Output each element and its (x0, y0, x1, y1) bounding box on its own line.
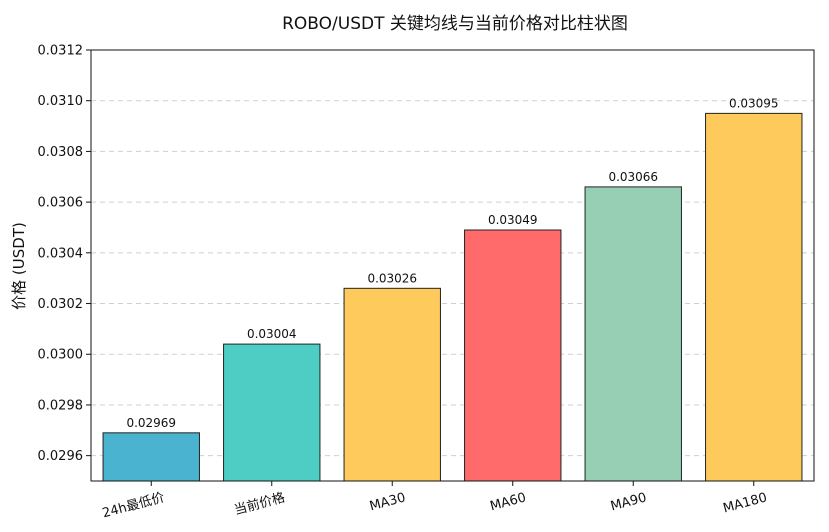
y-tick-label: 0.0298 (38, 398, 84, 413)
x-tick-label: 24h最低价 (101, 490, 167, 521)
y-tick-label: 0.0302 (38, 297, 84, 312)
bar-value-label: 0.03049 (488, 213, 538, 227)
plot-frame (90, 49, 815, 482)
y-tick-label: 0.0306 (38, 196, 84, 211)
y-tick-label: 0.0300 (38, 348, 84, 363)
y-tick-label: 0.0312 (38, 44, 84, 59)
x-axis: 24h最低价 当前价格 MA30 MA60 MA90 MA180 (101, 481, 769, 521)
chart-title: ROBO/USDT 关键均线与当前价格对比柱状图 (282, 14, 628, 34)
x-tick-label: MA30 (368, 490, 407, 514)
bar-value-label: 0.03004 (247, 327, 297, 341)
bar (223, 343, 321, 482)
y-axis: 0.0296 0.0298 0.0300 0.0302 0.0304 0.0306 0.03… (38, 44, 91, 464)
bar (102, 432, 200, 482)
x-tick-label: MA90 (609, 490, 648, 514)
bar (464, 229, 562, 482)
x-tick-label: MA60 (488, 490, 527, 514)
bar (705, 112, 803, 482)
x-tick-label: 当前价格 (232, 489, 286, 518)
bar-value-label: 0.03066 (608, 170, 658, 184)
bar-value-label: 0.02969 (126, 416, 176, 430)
bar-value-label: 0.03026 (367, 271, 417, 285)
x-tick-label: MA180 (721, 490, 768, 516)
y-tick-label: 0.0296 (38, 449, 84, 464)
bars: 0.02969 0.03004 0.03026 0.03049 0.03066 0.030… (102, 96, 803, 482)
bar (584, 186, 682, 482)
bar-value-label: 0.03095 (729, 96, 779, 110)
y-tick-label: 0.0308 (38, 145, 84, 160)
y-axis-label: 价格 (USDT) (10, 222, 28, 310)
y-tick-label: 0.0310 (38, 94, 84, 109)
bar (343, 287, 441, 482)
y-tick-label: 0.0304 (38, 246, 84, 261)
